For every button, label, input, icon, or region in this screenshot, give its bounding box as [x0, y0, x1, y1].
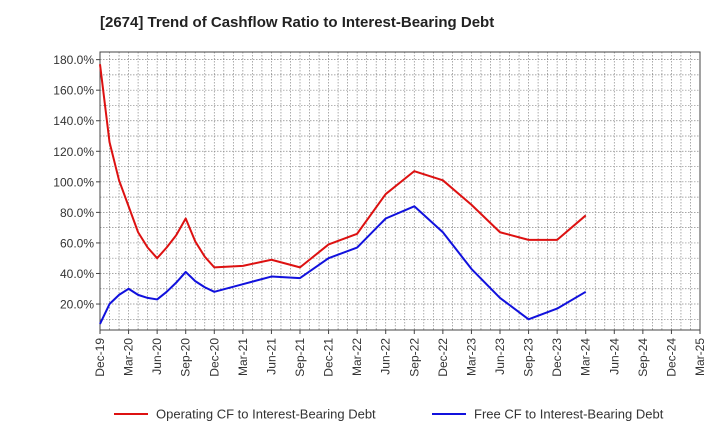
legend-label: Operating CF to Interest-Bearing Debt [156, 407, 376, 422]
series-line-free-cf [99, 205, 587, 325]
x-tick-label: Dec-20 [207, 338, 221, 377]
x-tick-label: Sep-21 [293, 338, 307, 377]
x-tick-label: Mar-24 [579, 338, 593, 376]
y-tick-label: 160.0% [53, 84, 94, 98]
series-line-operating-cf [99, 64, 587, 269]
chart-title: [2674] Trend of Cashflow Ratio to Intere… [100, 14, 495, 31]
x-tick-label: Jun-20 [150, 338, 164, 375]
x-tick-label: Dec-23 [550, 338, 564, 377]
y-tick-label: 40.0% [60, 267, 94, 281]
axis-layer: 20.0% 40.0% 60.0% 80.0% 100.0% 120.0% 140.0% 16… [53, 51, 707, 377]
x-tick-label: Dec-19 [93, 338, 107, 377]
x-tick-label: Dec-24 [664, 338, 678, 377]
x-tick-label: Jun-22 [379, 338, 393, 375]
y-tick-label: 100.0% [53, 175, 94, 189]
x-tick-label: Jun-24 [607, 338, 621, 375]
x-tick-label: Jun-21 [264, 338, 278, 375]
x-tick-label: Sep-20 [179, 338, 193, 377]
x-tick-label: Mar-22 [350, 338, 364, 376]
x-tick-label: Mar-25 [693, 338, 707, 376]
y-tick-label: 120.0% [53, 145, 94, 159]
x-tick-label: Sep-23 [522, 338, 536, 377]
x-tick-label: Sep-22 [407, 338, 421, 377]
legend-layer: Operating CF to Interest-Bearing Debt Fre… [114, 407, 664, 422]
x-tick-label: Sep-24 [636, 338, 650, 377]
y-tick-label: 20.0% [60, 298, 94, 312]
y-tick-label: 140.0% [53, 114, 94, 128]
x-tick-label: Jun-23 [493, 338, 507, 375]
y-tick-label: 80.0% [60, 206, 94, 220]
y-tick-label: 60.0% [60, 236, 94, 250]
series-layer [99, 64, 587, 325]
x-tick-label: Mar-23 [464, 338, 478, 376]
x-tick-label: Dec-22 [436, 338, 450, 377]
legend-label: Free CF to Interest-Bearing Debt [474, 407, 664, 422]
grid-layer [99, 52, 701, 330]
x-tick-label: Mar-21 [236, 338, 250, 376]
plot-frame [99, 51, 701, 331]
x-tick-label: Mar-20 [122, 338, 136, 376]
y-tick-label: 180.0% [53, 53, 94, 67]
x-tick-label: Dec-21 [322, 338, 336, 377]
